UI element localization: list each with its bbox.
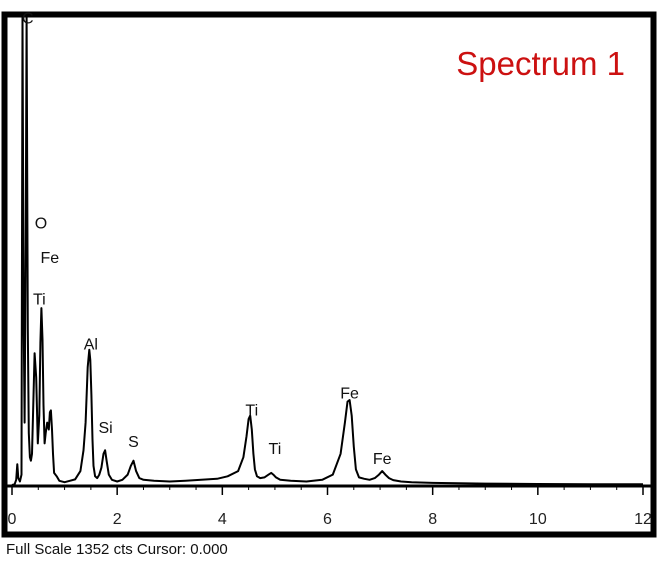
- x-axis-ticks: 0 2 4 6 8 10 12: [8, 485, 652, 528]
- x-tick-label: 12: [634, 511, 652, 528]
- peak-label: Ti: [33, 292, 46, 309]
- x-tick-label: 10: [529, 511, 547, 528]
- peak-label: Fe: [373, 451, 392, 468]
- peak-labels: C O Fe Ti Al Si S Ti Ti Fe Fe: [22, 11, 392, 469]
- chart-title: Spectrum 1: [456, 45, 625, 82]
- plot-frame: [1, 11, 657, 538]
- x-tick-label: 6: [323, 511, 332, 528]
- peak-label: O: [35, 215, 47, 232]
- spectrum-layer: [11, 15, 643, 486]
- x-tick-label: 0: [8, 511, 17, 528]
- x-tick-label: 4: [218, 511, 227, 528]
- peak-label: C: [22, 11, 34, 28]
- peak-label: Al: [84, 337, 98, 354]
- x-tick-label: 8: [428, 511, 437, 528]
- peak-label: S: [128, 434, 139, 451]
- peak-label: Ti: [269, 441, 282, 458]
- x-tick-label: 2: [113, 511, 122, 528]
- peak-label: Fe: [41, 250, 60, 267]
- peak-label: Si: [98, 420, 112, 437]
- peak-label: Fe: [340, 385, 359, 402]
- spectrum-series-line: [11, 15, 643, 486]
- peak-label: Ti: [245, 403, 258, 420]
- status-bar-text: Full Scale 1352 cts Cursor: 0.000: [6, 541, 228, 558]
